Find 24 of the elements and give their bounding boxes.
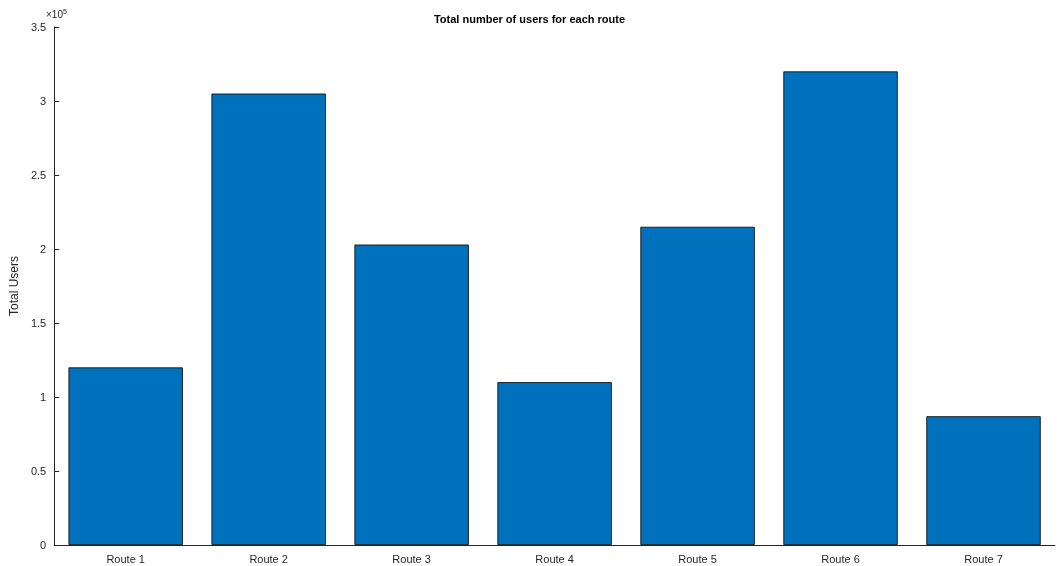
y-axis-title: Total Users bbox=[7, 255, 21, 317]
x-tick-label: Route 5 bbox=[678, 552, 717, 565]
x-tick-label: Route 2 bbox=[249, 552, 288, 565]
x-tick-label: Route 1 bbox=[106, 552, 145, 565]
y-tick-label: 1 bbox=[40, 391, 47, 403]
x-tick-label: Route 3 bbox=[392, 552, 431, 565]
bar bbox=[926, 416, 1041, 545]
bar bbox=[68, 367, 183, 545]
y-tick-label: 3 bbox=[40, 95, 47, 107]
y-tick-label: 3.5 bbox=[30, 21, 47, 33]
y-tick-label: 1.5 bbox=[30, 317, 47, 329]
x-tick-label: Route 6 bbox=[821, 552, 860, 565]
bar bbox=[497, 382, 612, 545]
y-tick-label: 2 bbox=[40, 243, 47, 255]
y-tick-label: 0 bbox=[40, 539, 47, 551]
y-tick-label: 0.5 bbox=[30, 465, 47, 477]
x-tick-label: Route 4 bbox=[535, 552, 574, 565]
chart-title: Total number of users for each route bbox=[433, 12, 626, 25]
bar bbox=[354, 244, 469, 545]
bar bbox=[783, 71, 898, 545]
y-tick-label: 2.5 bbox=[30, 169, 47, 181]
x-tick-label: Route 7 bbox=[964, 552, 1003, 565]
bar bbox=[640, 226, 755, 545]
bar bbox=[211, 93, 326, 545]
